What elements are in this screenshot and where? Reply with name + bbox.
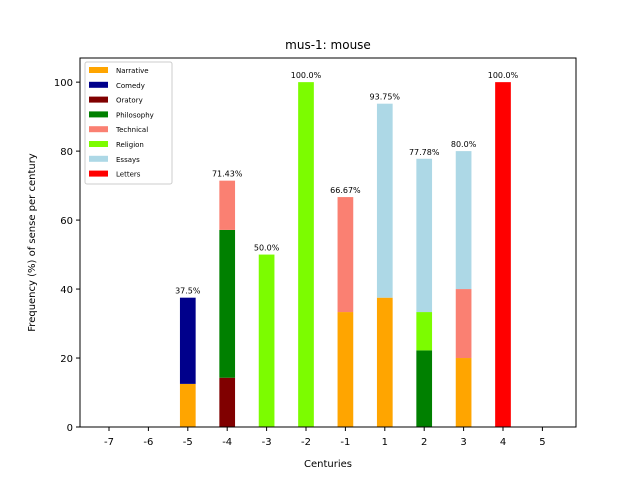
legend-swatch-comedy — [89, 81, 108, 88]
bar-technical--1 — [337, 197, 354, 313]
bar-philosophy--4 — [219, 229, 236, 378]
bars-group — [179, 82, 511, 427]
legend-swatch-essays — [89, 155, 108, 162]
x-tick-label: -4 — [222, 437, 232, 448]
legend-swatch-letters — [89, 170, 108, 177]
x-tick-label: 1 — [382, 437, 388, 448]
x-tick-label: -3 — [262, 437, 272, 448]
total-label-4: 100.0% — [488, 71, 519, 80]
x-tick-label: 2 — [421, 437, 427, 448]
x-tick-label: 3 — [460, 437, 466, 448]
legend-label-technical: Technical — [115, 126, 148, 134]
bar-essays-1 — [376, 103, 393, 298]
x-tick-label: 4 — [500, 437, 506, 448]
bar-narrative-1 — [376, 297, 393, 427]
legend-label-philosophy: Philosophy — [116, 111, 154, 119]
x-tick-label: 5 — [539, 437, 545, 448]
bar-philosophy-2 — [416, 350, 433, 427]
x-tick-label: -2 — [301, 437, 311, 448]
bar-narrative-3 — [455, 358, 472, 427]
bar-letters-4 — [495, 82, 511, 427]
legend-label-letters: Letters — [116, 171, 141, 179]
total-label--3: 50.0% — [254, 244, 280, 253]
legend-swatch-religion — [89, 141, 108, 147]
chart-title: mus-1: mouse — [285, 38, 371, 52]
legend-label-religion: Religion — [116, 141, 144, 149]
y-axis-title: Frequency (%) of sense per century — [27, 153, 38, 332]
total-label--1: 66.67% — [330, 186, 361, 195]
y-tick-label: 80 — [60, 147, 73, 158]
total-label-1: 93.75% — [370, 93, 401, 102]
bar-essays-2 — [416, 158, 433, 313]
y-tick-label: 100 — [54, 78, 73, 89]
x-tick-label: -1 — [340, 437, 350, 448]
plot-frame — [79, 57, 577, 428]
bar-narrative--5 — [179, 383, 196, 427]
x-axis-title: Centuries — [304, 459, 352, 470]
legend-box — [84, 61, 173, 185]
x-tick-label: -5 — [183, 437, 193, 448]
legend-swatch-narrative — [89, 67, 108, 73]
bar-technical--4 — [219, 180, 236, 230]
x-tick-label: -7 — [104, 437, 114, 448]
legend-swatch-technical — [89, 126, 108, 133]
total-label-3: 80.0% — [451, 140, 477, 149]
bar-technical-3 — [455, 289, 472, 359]
legend: Narrative Comedy Oratory Philosophy Technica… — [84, 61, 173, 185]
legend-label-comedy: Comedy — [116, 82, 145, 90]
data-labels-group: 37.5% 71.43% 50.0% 100.0% 66.67% 93.75% 77.78%… — [175, 71, 519, 296]
bar-religion--2 — [298, 82, 314, 427]
bar-oratory--4 — [219, 377, 236, 427]
bar-religion--3 — [258, 254, 275, 427]
legend-label-oratory: Oratory — [116, 97, 143, 105]
total-label-2: 77.78% — [409, 148, 440, 157]
bar-essays-3 — [455, 151, 472, 290]
y-tick-label: 40 — [60, 285, 73, 296]
bar-religion-2 — [416, 312, 433, 351]
bar-comedy--5 — [179, 297, 196, 384]
x-tick-label: -6 — [143, 437, 153, 448]
y-tick-label: 0 — [67, 423, 73, 434]
legend-swatch-oratory — [89, 96, 108, 103]
total-label--4: 71.43% — [212, 170, 243, 179]
legend-swatch-philosophy — [89, 111, 108, 118]
y-tick-label: 60 — [60, 216, 73, 227]
bar-narrative--1 — [337, 312, 354, 427]
y-axis: 0 20 40 60 80 100 — [54, 78, 80, 434]
y-tick-label: 20 — [60, 354, 73, 365]
legend-label-narrative: Narrative — [116, 67, 149, 75]
total-label--2: 100.0% — [291, 71, 322, 80]
x-axis: -7 -6 -5 -4 -3 -2 -1 1 2 3 4 5 — [104, 427, 546, 448]
legend-label-essays: Essays — [116, 156, 140, 164]
total-label--5: 37.5% — [175, 287, 201, 296]
